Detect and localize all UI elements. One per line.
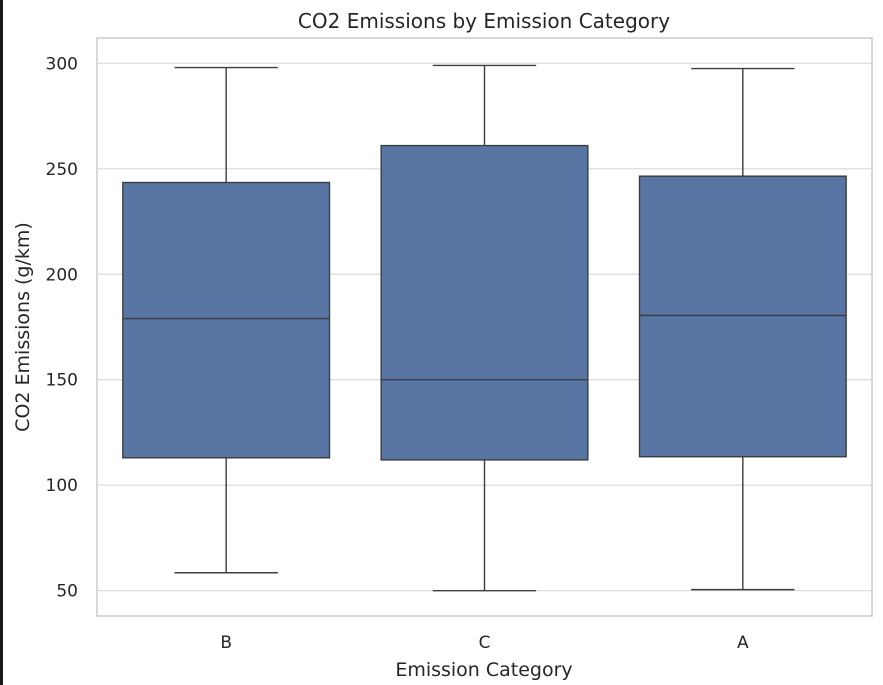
chart-title: CO2 Emissions by Emission Category — [298, 9, 670, 33]
y-tick-label: 150 — [46, 371, 78, 391]
y-tick-label: 250 — [46, 160, 78, 180]
box-A — [638, 67, 847, 591]
iqr-box — [122, 181, 331, 459]
boxes — [122, 64, 847, 592]
x-tick-label: C — [479, 633, 491, 653]
y-tick-label: 200 — [46, 265, 78, 285]
window-border — [0, 0, 3, 685]
y-tick-label: 100 — [46, 476, 78, 496]
y-axis-title: CO2 Emissions (g/km) — [12, 222, 34, 432]
plot-area-frame — [96, 37, 873, 617]
box-C — [380, 64, 589, 592]
y-axis-ticks: 50 100 150 200 250 300 — [46, 54, 78, 601]
iqr-box — [638, 175, 847, 458]
box-B — [122, 66, 331, 574]
x-axis-title: Emission Category — [395, 659, 572, 681]
x-tick-label: A — [737, 633, 749, 653]
y-tick-label: 50 — [56, 582, 78, 602]
iqr-box — [380, 144, 589, 461]
y-tick-label: 300 — [46, 54, 78, 74]
x-tick-label: B — [220, 633, 232, 653]
